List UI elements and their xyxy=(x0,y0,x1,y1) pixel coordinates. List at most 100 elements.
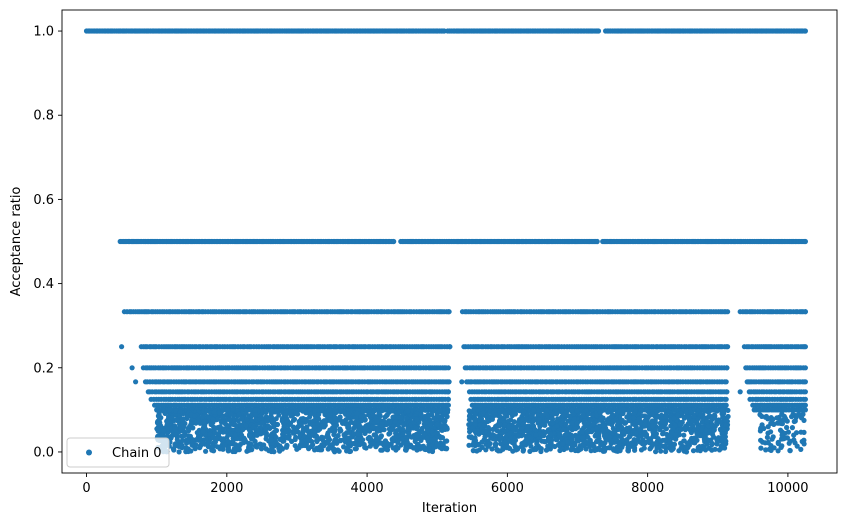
data-point xyxy=(211,409,217,415)
data-point xyxy=(802,389,809,395)
data-point xyxy=(294,446,300,452)
data-point xyxy=(164,420,170,426)
data-point xyxy=(370,441,376,447)
data-point xyxy=(439,435,446,441)
data-point xyxy=(196,418,202,424)
data-point xyxy=(179,437,186,444)
data-point xyxy=(322,418,328,424)
data-point xyxy=(378,433,384,439)
data-point xyxy=(224,422,230,428)
data-point xyxy=(258,446,265,452)
data-point xyxy=(363,424,369,431)
data-point xyxy=(190,438,196,444)
data-point xyxy=(297,431,303,437)
data-point xyxy=(440,441,446,447)
data-point xyxy=(347,439,353,445)
data-point xyxy=(316,412,322,418)
data-point xyxy=(185,433,192,439)
data-point xyxy=(445,402,451,408)
data-point xyxy=(424,435,430,441)
data-point xyxy=(172,443,178,449)
data-point xyxy=(298,422,304,428)
data-point xyxy=(423,407,429,413)
data-point xyxy=(252,411,258,417)
data-point xyxy=(434,441,440,447)
data-point xyxy=(181,424,187,430)
data-point xyxy=(203,448,209,454)
data-point xyxy=(212,430,218,436)
data-point xyxy=(446,379,452,385)
data-point xyxy=(254,426,260,433)
data-point xyxy=(174,436,180,443)
data-point xyxy=(227,431,234,437)
data-point xyxy=(235,418,241,424)
data-point xyxy=(225,439,232,445)
data-point xyxy=(178,443,184,449)
data-point xyxy=(228,411,234,417)
data-point xyxy=(316,416,322,422)
data-point xyxy=(346,411,352,417)
data-point xyxy=(202,424,208,430)
data-point xyxy=(294,411,301,417)
data-point xyxy=(437,407,443,413)
data-point xyxy=(213,436,219,442)
data-point xyxy=(445,365,451,371)
data-point xyxy=(252,407,258,413)
data-point xyxy=(371,408,377,414)
data-point xyxy=(299,439,305,445)
data-point xyxy=(374,418,380,424)
data-point xyxy=(414,447,420,453)
data-point xyxy=(362,430,368,436)
data-point xyxy=(384,440,390,446)
data-point xyxy=(155,428,161,434)
data-point xyxy=(802,238,809,245)
data-point xyxy=(284,442,290,448)
data-point xyxy=(311,425,317,431)
data-point xyxy=(447,344,453,350)
data-point xyxy=(231,446,237,452)
data-point xyxy=(334,409,340,415)
data-point xyxy=(367,435,373,442)
data-point xyxy=(446,309,452,315)
data-point xyxy=(133,379,139,385)
data-point xyxy=(411,420,418,426)
data-point xyxy=(333,437,339,443)
data-point xyxy=(246,427,252,433)
data-point xyxy=(303,410,309,416)
data-point xyxy=(307,407,313,413)
data-point xyxy=(208,421,214,428)
data-point xyxy=(681,432,687,438)
data-point xyxy=(207,428,213,434)
data-point xyxy=(192,413,198,419)
data-point xyxy=(357,442,363,448)
data-point xyxy=(172,432,178,438)
data-point xyxy=(401,422,407,428)
data-point xyxy=(723,402,729,408)
data-point xyxy=(389,408,395,414)
data-point xyxy=(802,365,809,371)
data-point xyxy=(362,417,368,423)
data-point xyxy=(353,415,359,421)
data-point xyxy=(445,389,451,395)
data-point xyxy=(156,409,162,415)
data-point xyxy=(312,447,318,453)
data-point xyxy=(213,425,219,431)
data-point xyxy=(233,442,239,448)
data-point xyxy=(268,437,274,443)
data-point xyxy=(214,416,220,422)
data-point xyxy=(177,409,183,415)
data-point xyxy=(254,432,260,438)
data-point xyxy=(400,436,406,442)
data-point xyxy=(330,441,336,447)
data-point xyxy=(159,432,165,438)
data-point xyxy=(425,427,431,434)
data-point xyxy=(227,417,233,423)
data-point xyxy=(459,379,465,385)
data-point xyxy=(269,407,275,413)
data-point xyxy=(156,421,162,427)
data-point xyxy=(266,448,272,454)
data-point xyxy=(304,424,310,430)
data-point xyxy=(200,440,206,446)
data-point xyxy=(737,389,743,395)
